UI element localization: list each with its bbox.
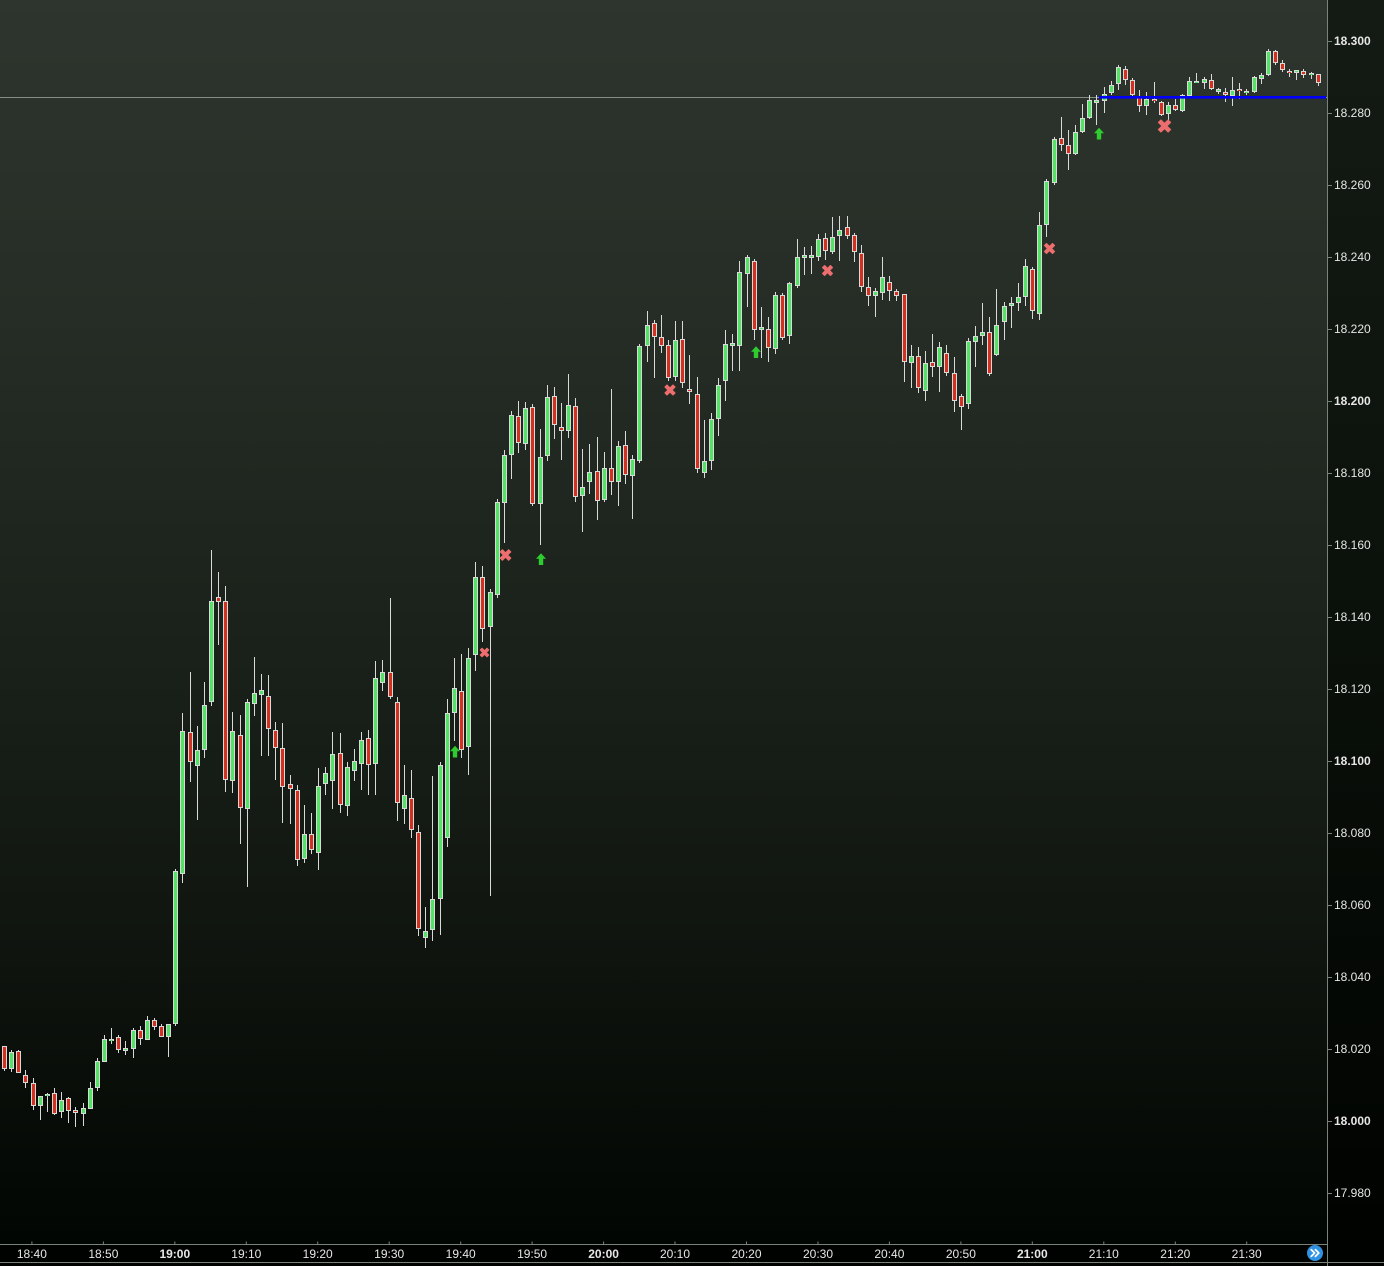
svg-text:21:10: 21:10 (1089, 1247, 1119, 1261)
svg-text:18.020: 18.020 (1334, 1042, 1371, 1056)
svg-text:18.140: 18.140 (1334, 610, 1371, 624)
svg-text:19:40: 19:40 (446, 1247, 476, 1261)
svg-text:20:30: 20:30 (803, 1247, 833, 1261)
svg-text:20:40: 20:40 (874, 1247, 904, 1261)
svg-text:19:30: 19:30 (374, 1247, 404, 1261)
svg-text:19:20: 19:20 (303, 1247, 333, 1261)
svg-text:19:10: 19:10 (231, 1247, 261, 1261)
svg-text:21:00: 21:00 (1017, 1247, 1048, 1261)
svg-text:19:00: 19:00 (159, 1247, 190, 1261)
svg-text:18.280: 18.280 (1334, 106, 1371, 120)
svg-text:18.220: 18.220 (1334, 322, 1371, 336)
svg-text:18.300: 18.300 (1334, 34, 1371, 48)
svg-text:20:20: 20:20 (731, 1247, 761, 1261)
svg-text:20:10: 20:10 (660, 1247, 690, 1261)
svg-text:18.180: 18.180 (1334, 466, 1371, 480)
svg-text:19:50: 19:50 (517, 1247, 547, 1261)
svg-text:18.260: 18.260 (1334, 178, 1371, 192)
svg-text:20:50: 20:50 (946, 1247, 976, 1261)
svg-text:21:30: 21:30 (1232, 1247, 1262, 1261)
svg-text:18.080: 18.080 (1334, 826, 1371, 840)
svg-text:20:00: 20:00 (588, 1247, 619, 1261)
svg-text:18.160: 18.160 (1334, 538, 1371, 552)
svg-text:18.060: 18.060 (1334, 898, 1371, 912)
svg-text:18.240: 18.240 (1334, 250, 1371, 264)
svg-text:18.120: 18.120 (1334, 682, 1371, 696)
svg-text:17.980: 17.980 (1334, 1186, 1371, 1200)
svg-text:18.000: 18.000 (1334, 1114, 1371, 1128)
svg-text:18.100: 18.100 (1334, 754, 1371, 768)
svg-text:18:50: 18:50 (88, 1247, 118, 1261)
svg-text:18.040: 18.040 (1334, 970, 1371, 984)
svg-text:21:20: 21:20 (1160, 1247, 1190, 1261)
svg-text:18.200: 18.200 (1334, 394, 1371, 408)
svg-text:18:40: 18:40 (17, 1247, 47, 1261)
